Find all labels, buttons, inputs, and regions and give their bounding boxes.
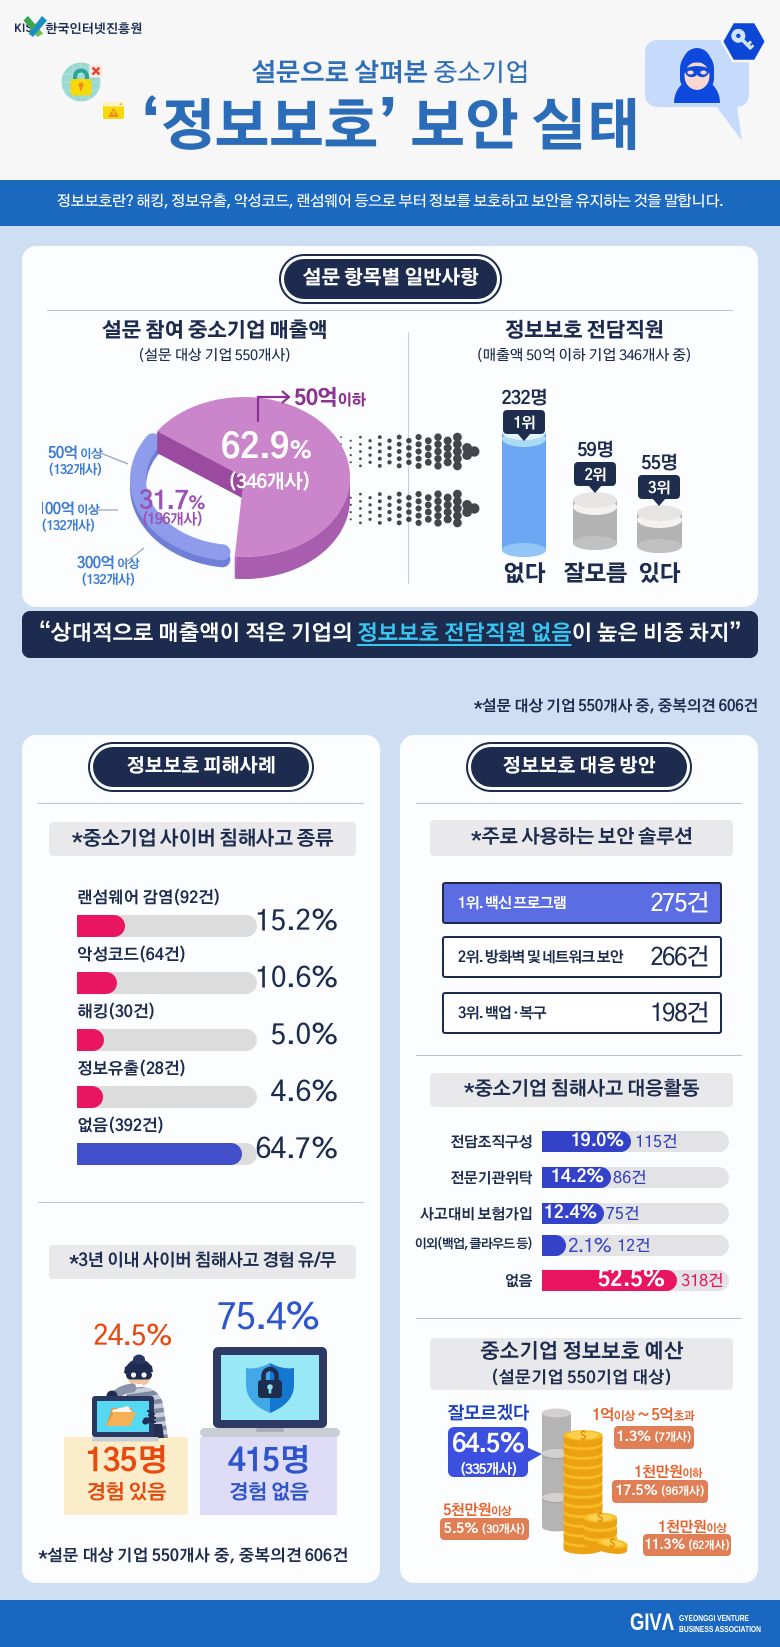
svg-text:KISA: KISA bbox=[14, 24, 41, 35]
svg-text:59명: 59명 bbox=[577, 441, 613, 460]
svg-text:없다: 없다 bbox=[503, 562, 546, 586]
svg-text:100억 이상: 100억 이상 bbox=[42, 500, 100, 518]
svg-text:31.7%: 31.7% bbox=[139, 489, 205, 515]
svg-text:(132개사): (132개사) bbox=[48, 461, 102, 477]
svg-text:(132개사): (132개사) bbox=[81, 571, 135, 587]
svg-text:(346개사): (346개사) bbox=[228, 471, 310, 492]
svg-text:(132개사): (132개사) bbox=[42, 517, 95, 533]
svg-text:$: $ bbox=[597, 1511, 604, 1525]
svg-text:50억 이상: 50억 이상 bbox=[48, 444, 103, 462]
svg-text:GYEONGGI VENTURE: GYEONGGI VENTURE bbox=[679, 1613, 749, 1623]
svg-text:GIVΛ: GIVΛ bbox=[630, 1609, 674, 1636]
svg-text:300억 이상: 300억 이상 bbox=[77, 554, 140, 572]
svg-text:한국인터넷진흥원: 한국인터넷진흥원 bbox=[45, 22, 142, 36]
svg-text:62.9%: 62.9% bbox=[221, 430, 312, 465]
svg-text:1위: 1위 bbox=[513, 415, 535, 432]
svg-text:잘모름: 잘모름 bbox=[563, 562, 627, 586]
svg-text:(196개사): (196개사) bbox=[142, 510, 203, 527]
svg-text:232명: 232명 bbox=[501, 389, 547, 408]
svg-text:2위: 2위 bbox=[584, 467, 606, 484]
svg-text:3위: 3위 bbox=[648, 480, 670, 497]
svg-text:55명: 55명 bbox=[641, 454, 677, 473]
svg-text:$: $ bbox=[580, 1428, 587, 1442]
svg-text:BUSINESS ASSOCIATION: BUSINESS ASSOCIATION bbox=[679, 1624, 761, 1634]
svg-text:50억이하: 50억이하 bbox=[294, 387, 367, 410]
svg-text:$: $ bbox=[608, 1536, 617, 1551]
svg-text:있다: 있다 bbox=[638, 562, 681, 586]
